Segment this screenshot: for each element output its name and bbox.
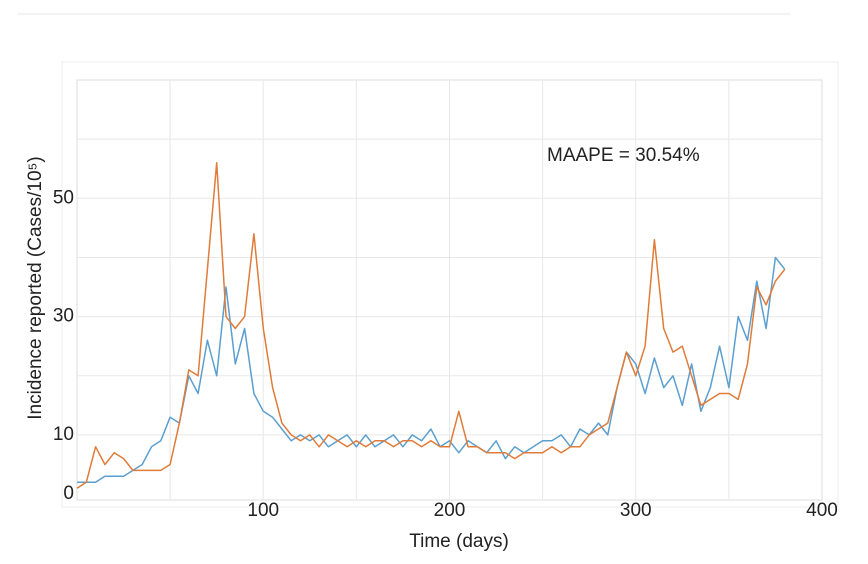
- x-tick-label: 100: [247, 500, 279, 521]
- y-tick-label: 50: [53, 187, 74, 208]
- y-axis-title: Incidence reported (Cases/10⁵): [25, 156, 46, 419]
- data-line: [77, 256, 786, 484]
- y-tick-label: 30: [53, 306, 74, 327]
- x-axis-title: Time (days): [409, 531, 509, 552]
- x-tick-label: 300: [620, 500, 652, 521]
- x-tick-label: 200: [434, 500, 466, 521]
- x-tick-label: 400: [806, 500, 838, 521]
- y-tick-label: 0: [63, 483, 74, 504]
- annotation: MAAPE = 30.54%: [547, 145, 700, 166]
- frame: [61, 61, 839, 508]
- y-tick-label: 10: [53, 424, 74, 445]
- data-line: [76, 162, 786, 489]
